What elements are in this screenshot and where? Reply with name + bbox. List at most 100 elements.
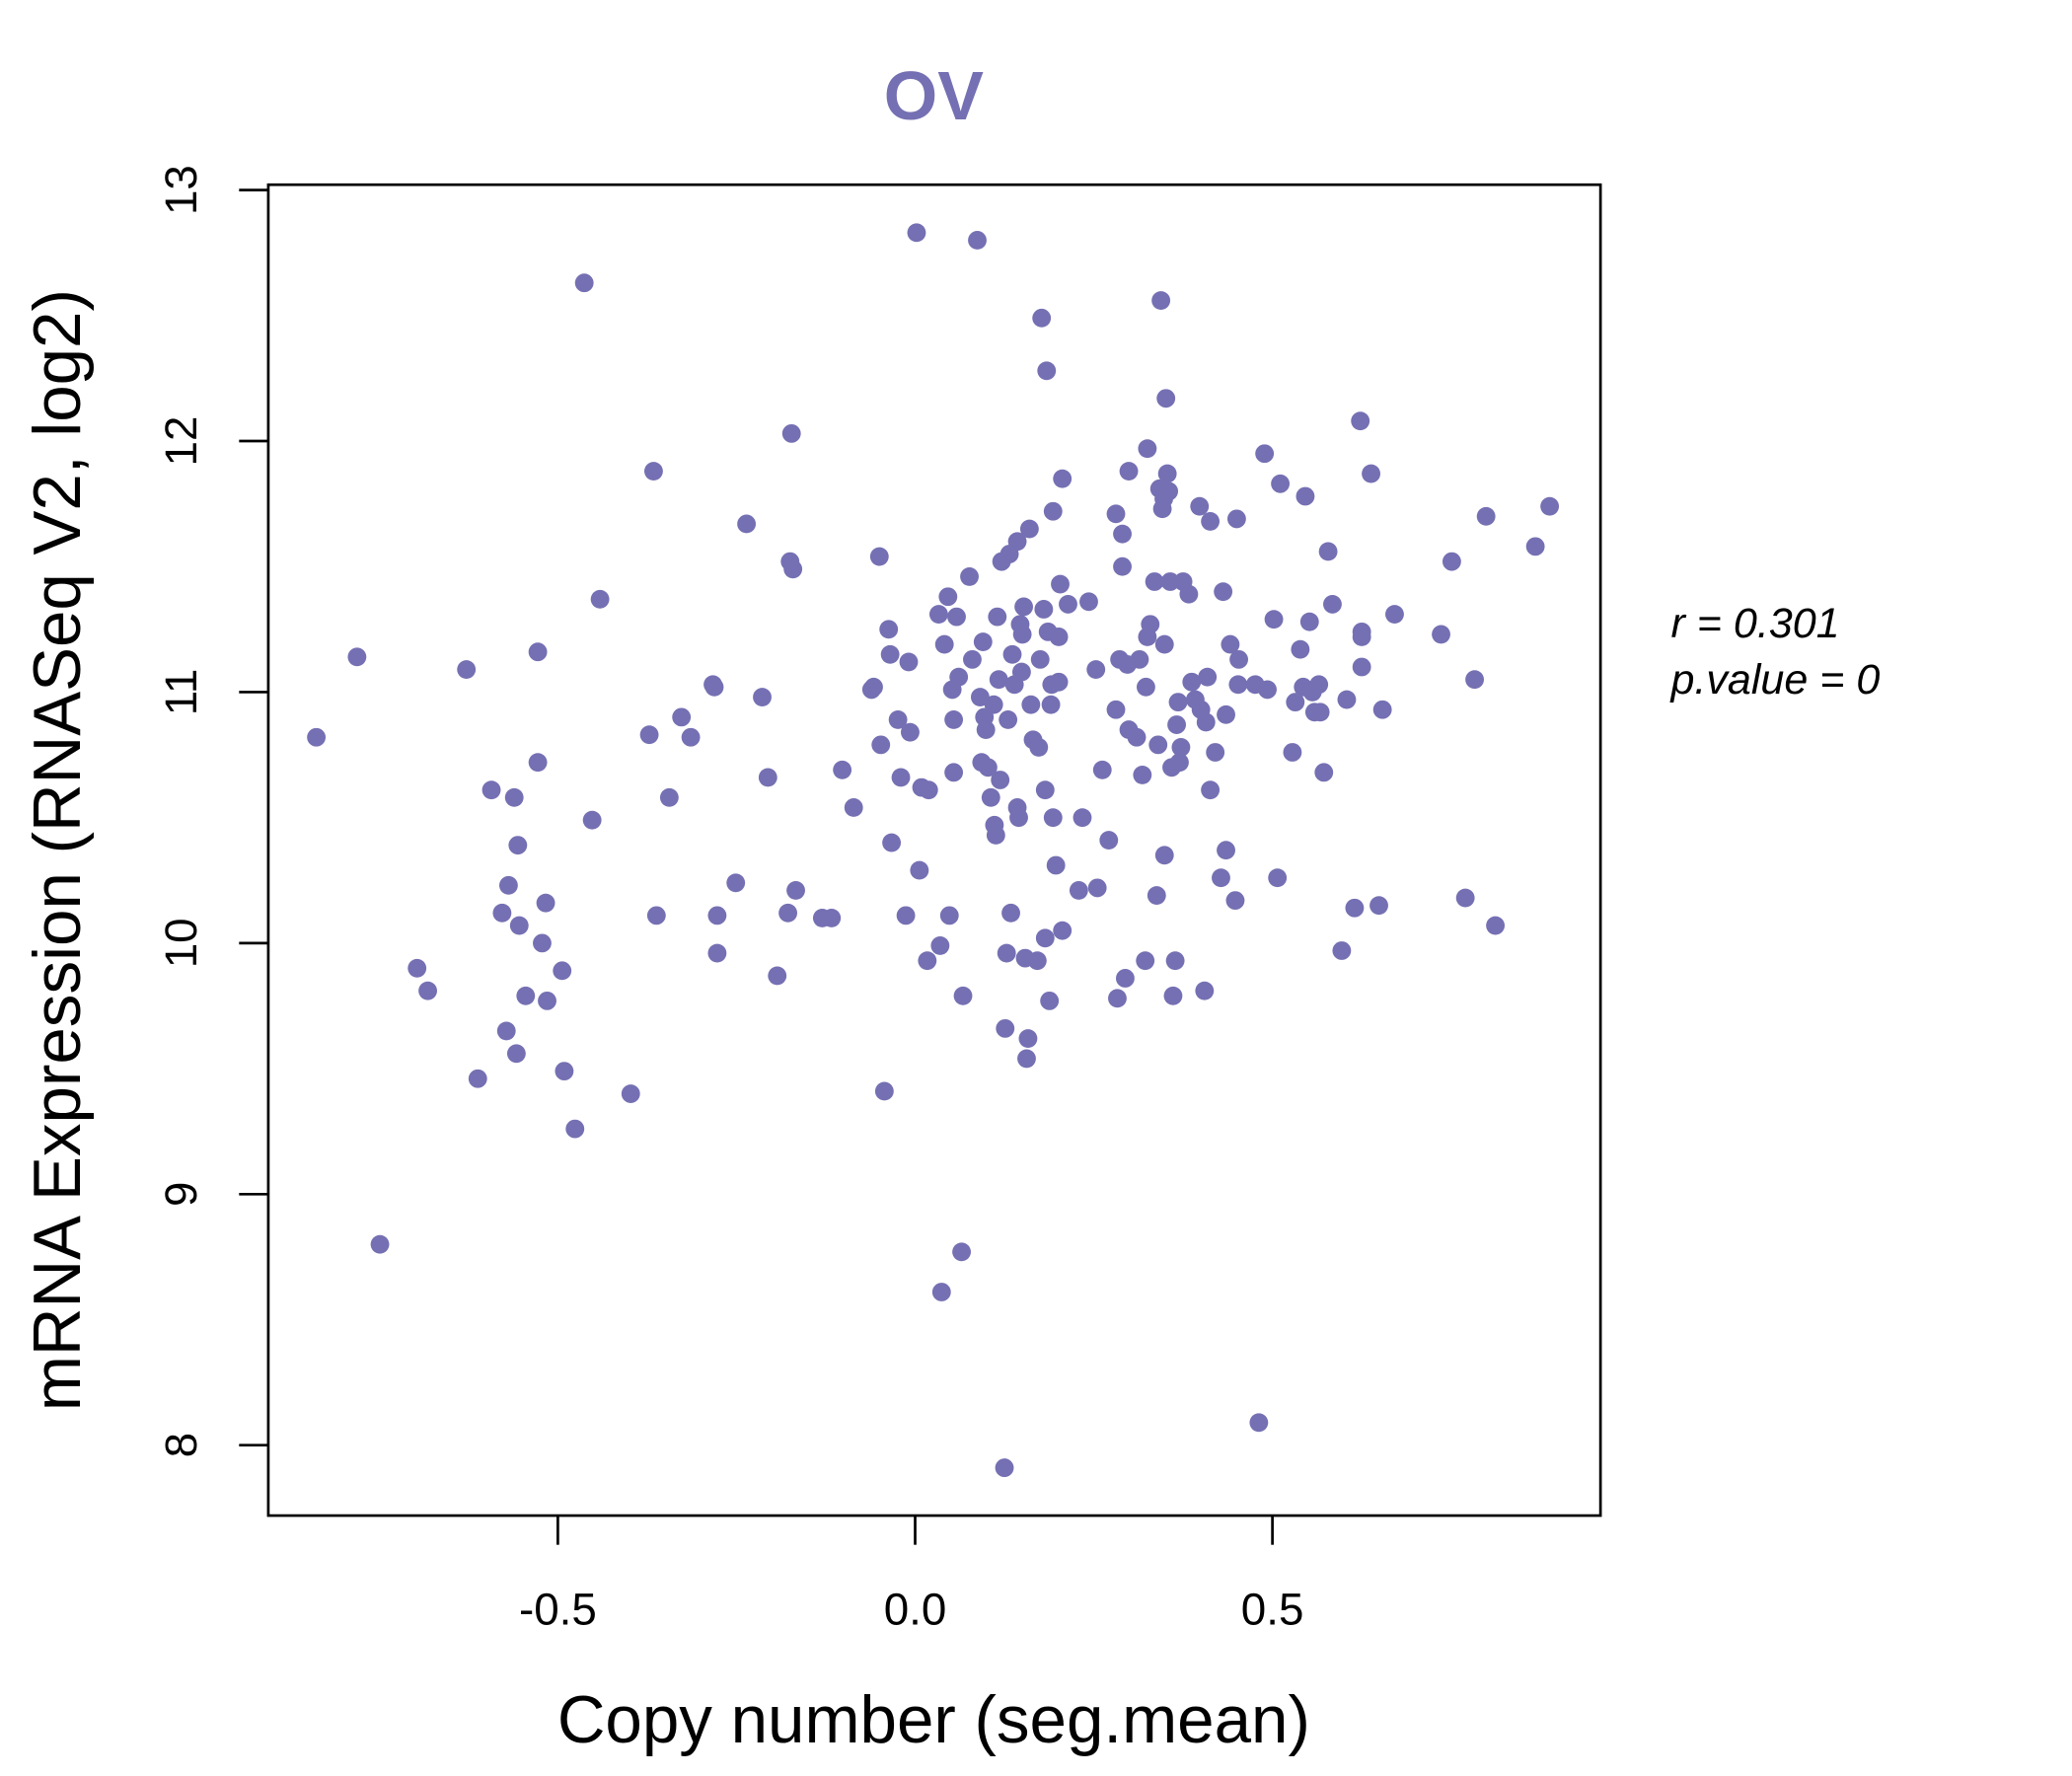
data-point [822,908,842,927]
data-point [553,961,572,981]
data-point [506,1044,526,1064]
data-point [891,768,911,787]
data-point [1295,486,1315,506]
data-point [1138,439,1157,459]
data-point [1151,291,1171,310]
data-point [1369,896,1388,916]
data-point [1351,411,1370,431]
data-point [555,1062,574,1081]
data-point [1017,1049,1036,1069]
data-point [1012,625,1032,644]
data-point [1476,506,1496,526]
data-point [1053,469,1073,488]
data-point [882,833,902,852]
data-point [1249,1413,1269,1433]
data-point [1168,693,1188,712]
data-point [1137,677,1155,697]
data-point [307,727,327,747]
x-tick-label: 0.0 [884,1584,947,1634]
x-tick-label: 0.5 [1241,1584,1304,1634]
y-tick-label: 12 [156,416,206,467]
data-point [1087,878,1107,898]
data-point [995,1458,1014,1478]
data-point [999,710,1018,729]
data-point [934,634,954,654]
data-point [1221,634,1240,654]
data-point [963,649,982,669]
data-point [1079,592,1098,612]
data-point [1113,524,1132,544]
data-point [930,935,950,955]
data-point [758,768,777,787]
data-point [1190,496,1210,516]
data-point [1271,474,1291,493]
y-tick-label: 9 [156,1182,206,1207]
data-point [1141,615,1160,634]
data-point [1009,808,1028,828]
data-point [928,605,948,624]
data-point [1154,846,1174,865]
data-point [1021,695,1041,714]
data-point [418,981,437,1000]
data-point [953,986,973,1005]
data-point [996,1018,1015,1038]
data-point [1268,868,1288,888]
data-point [1034,600,1054,619]
data-point [1040,991,1060,1010]
data-point [1201,512,1221,531]
data-point [989,670,1008,690]
data-point [1217,704,1235,724]
data-point [1442,552,1461,571]
data-point [707,906,727,925]
data-point [1001,903,1020,923]
data-point [1195,981,1215,1000]
data-point [1145,572,1164,591]
data-point [468,1069,487,1088]
data-point [907,223,926,243]
y-tick-label: 8 [156,1433,206,1457]
data-point [1196,712,1216,732]
data-point [1264,610,1284,629]
data-point [1059,594,1077,614]
data-point [944,763,964,782]
data-point [481,780,501,800]
data-point [496,1021,516,1041]
data-point [565,1119,585,1139]
data-point [704,677,724,697]
data-point [952,1242,971,1262]
data-point [984,695,1003,714]
data-point [1352,657,1371,677]
data-point [1041,695,1061,714]
data-point [509,916,529,935]
data-point [370,1234,390,1254]
data-point [978,758,998,777]
data-point [508,836,528,855]
data-point [869,547,889,566]
data-point [1130,649,1149,669]
data-point [1046,855,1066,875]
data-point [844,798,863,817]
data-point [737,514,757,534]
y-axis-label: mRNA Expression (RNASeq V2, log2) [21,289,95,1411]
data-point [864,677,883,697]
data-point [1086,660,1106,679]
data-point [949,667,969,687]
data-point [672,707,692,727]
data-point [991,771,1010,789]
data-point [1385,605,1404,624]
data-point [783,559,803,579]
data-point [1014,597,1034,617]
chart-title: OV [884,57,984,134]
data-point [1053,921,1073,940]
data-point [1037,361,1057,381]
x-axis-label: Copy number (seg.mean) [557,1683,1310,1757]
data-point [778,903,798,923]
data-point [986,826,1005,845]
data-point [639,725,659,745]
data-point [1170,753,1189,773]
data-point [1018,1029,1038,1048]
data-point [1160,572,1180,591]
data-point [786,881,805,900]
data-point [874,1081,894,1101]
data-point [457,660,477,679]
